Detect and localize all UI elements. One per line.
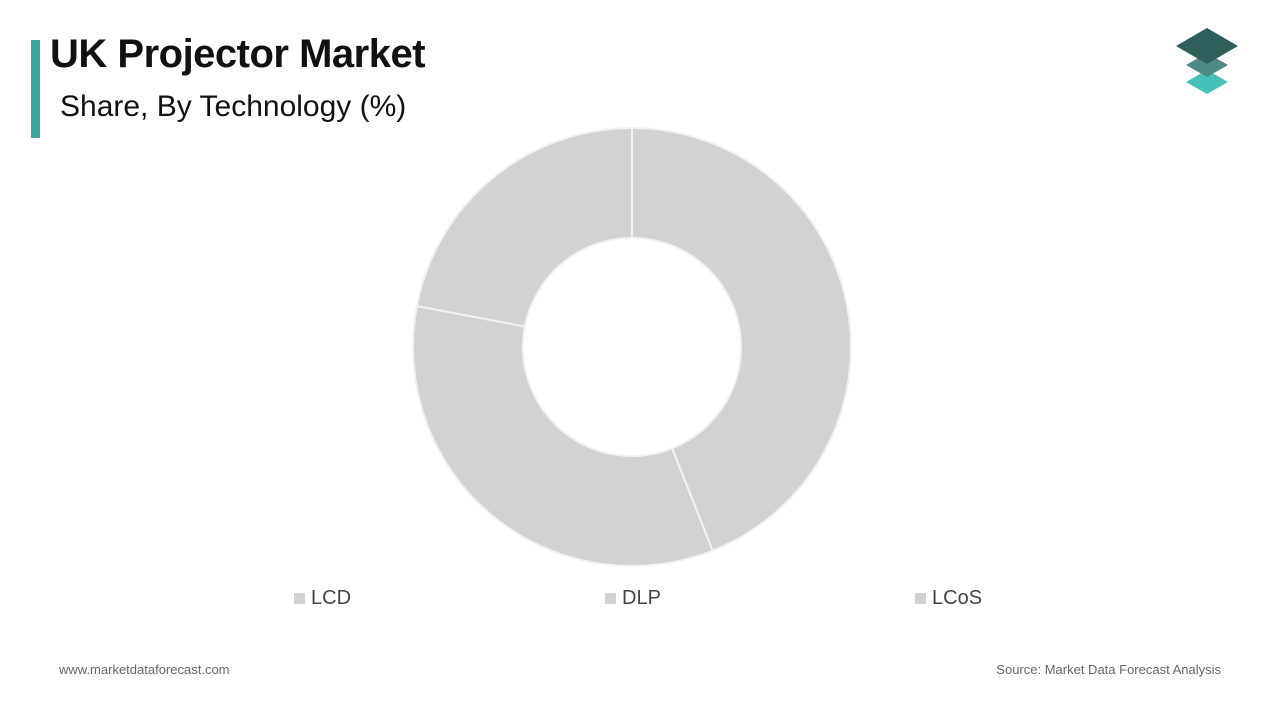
stacked-layers-logo-icon [1176, 28, 1238, 94]
legend-item-dlp: DLP [605, 586, 661, 610]
logo-layer-middle [1186, 53, 1228, 77]
legend-swatch-dlp [605, 592, 616, 604]
chart-legend: LCD DLP LCoS [0, 586, 1280, 612]
legend-item-lcos: LCoS [915, 586, 982, 610]
title-accent-bar [31, 40, 40, 138]
legend-label-dlp: DLP [622, 586, 661, 609]
legend-swatch-lcd [294, 592, 305, 604]
donut-slice-lcd [631, 126, 852, 552]
donut-slice-lcos [415, 126, 633, 328]
logo-layer-bottom [1186, 70, 1228, 94]
logo-layer-top [1176, 28, 1238, 64]
page-subtitle: Share, By Technology (%) [60, 90, 407, 123]
donut-slice-dlp [412, 304, 714, 567]
footer-source: Source: Market Data Forecast Analysis [996, 662, 1221, 677]
legend-item-lcd: LCD [294, 586, 351, 610]
legend-label-lcd: LCD [311, 586, 352, 609]
page-title: UK Projector Market [50, 32, 426, 76]
donut-slices [412, 126, 852, 567]
footer-website: www.marketdataforecast.com [59, 662, 230, 677]
legend-swatch-lcos [915, 592, 926, 604]
legend-label-lcos: LCoS [932, 586, 983, 609]
